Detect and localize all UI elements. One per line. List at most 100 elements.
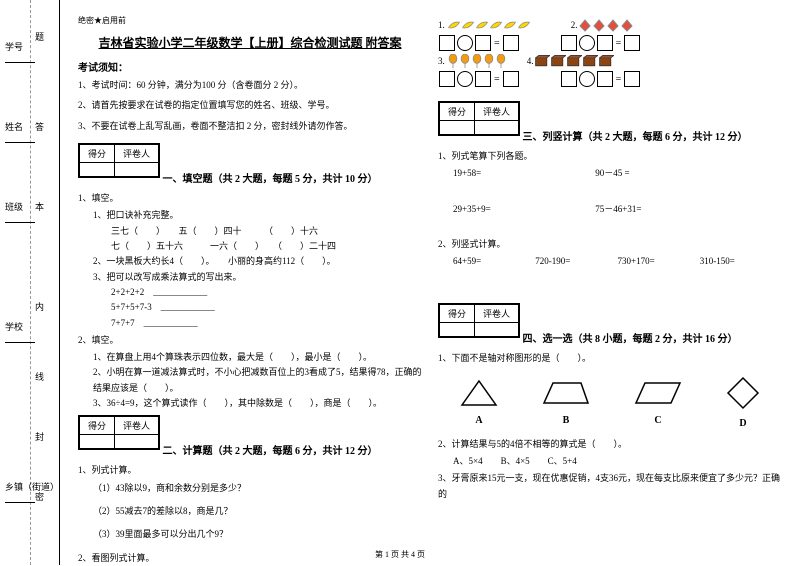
- strawberry-icon: [606, 18, 620, 32]
- s1-q1-1-items: 三七（ ） 五（ ）四十 （ ）十六 七（ ）五十六 一六（ ） （ ）二十四: [78, 224, 422, 255]
- diamond-icon: [725, 375, 761, 411]
- answer-box[interactable]: [439, 35, 455, 51]
- answer-box[interactable]: [561, 71, 577, 87]
- fruit-problems: 1. 2. = =: [438, 18, 782, 87]
- margin-student-id: 学号: [5, 40, 35, 65]
- strawberry-icon: [578, 18, 592, 32]
- notice-2: 2、请首先按要求在试卷的指定位置填写您的姓名、班级、学号。: [78, 98, 422, 112]
- answer-box[interactable]: [439, 71, 455, 87]
- box-icon: [534, 54, 550, 68]
- s3-q1-row2: 29+35+9= 75－46+31=: [438, 202, 782, 217]
- strawberry-icon: [620, 18, 634, 32]
- page-footer: 第 1 页 共 4 页: [375, 549, 425, 560]
- eq-row-2: = =: [438, 71, 782, 87]
- triangle-icon: [459, 378, 499, 408]
- answer-box[interactable]: [475, 71, 491, 87]
- banana-icon: [475, 19, 489, 31]
- op-circle[interactable]: [457, 35, 473, 51]
- s4-q1: 1、下面不是轴对称图形的是（ ）。: [438, 351, 782, 366]
- s3-q2-row: 64+59= 720-190= 730+170= 310-150=: [438, 254, 782, 269]
- balloon-icon: [447, 54, 459, 68]
- banana-icon: [489, 19, 503, 31]
- eq-row-1: = =: [438, 35, 782, 51]
- exam-page: 学号 姓名 班级 学校 乡镇（街道） 题 答 本 内 线 封 密 绝密★启用前 …: [0, 0, 800, 565]
- box-icon: [598, 54, 614, 68]
- binding-margin: 学号 姓名 班级 学校 乡镇（街道） 题 答 本 内 线 封 密: [0, 0, 60, 565]
- answer-box[interactable]: [561, 35, 577, 51]
- s3-q2: 2、列竖式计算。: [438, 237, 782, 252]
- exam-title: 吉林省实验小学二年级数学【上册】综合检测试题 附答案: [78, 34, 422, 51]
- s1-q1-3: 3、把可以改写成乘法算式的写出来。: [78, 270, 422, 285]
- margin-name: 姓名: [5, 120, 35, 145]
- box-icon: [566, 54, 582, 68]
- score-box-2: 得分评卷人: [78, 415, 160, 450]
- notice-3: 3、不要在试卷上乱写乱画，卷面不整洁扣 2 分，密封线外请勿作答。: [78, 119, 422, 133]
- s2-q1: 1、列式计算。: [78, 463, 422, 478]
- side-note-2: 本: [35, 200, 44, 213]
- s4-q2-opts: A、5×4 B、4×5 C、5+4: [438, 454, 782, 469]
- op-circle[interactable]: [579, 35, 595, 51]
- box-icon: [582, 54, 598, 68]
- s3-q1: 1、列式笔算下列各题。: [438, 149, 782, 164]
- score-box-4: 得分评卷人: [438, 303, 520, 338]
- s1-q2-2: 2、小明在算一道减法算式时，不小心把减数百位上的3看成了5，结果得78，正确的结…: [78, 365, 422, 396]
- s1-q2: 2、填空。: [78, 333, 422, 348]
- box-icon: [550, 54, 566, 68]
- strawberry-icon: [592, 18, 606, 32]
- side-note-4: 线: [35, 370, 44, 383]
- trapezoid-icon: [541, 378, 591, 408]
- banana-icon: [447, 19, 461, 31]
- s1-q1-1: 1、把口诀补充完整。: [78, 208, 422, 223]
- notice-1: 1、考试时间：60 分钟，满分为100 分（含卷面分 2 分）。: [78, 78, 422, 92]
- s4-q3: 3、牙膏原来15元一支，现在优惠促销，4支36元，现在每支比原来便宜了多少元？正…: [438, 471, 782, 502]
- side-note-0: 题: [35, 30, 44, 43]
- op-circle[interactable]: [457, 71, 473, 87]
- shape-b: B: [541, 378, 591, 426]
- margin-district: 乡镇（街道）: [5, 480, 59, 505]
- answer-box[interactable]: [503, 71, 519, 87]
- s1-q1-3-items: 2+2+2+2 ____________ 5+7+5+7-3 _________…: [78, 285, 422, 331]
- balloon-icon: [483, 54, 495, 68]
- s2-q1-2: （2）55减去7的差除以8，商是几？: [78, 504, 422, 519]
- side-note-6: 密: [35, 490, 44, 503]
- s1-q2-3: 3、36÷4=9，这个算式读作（ ），其中除数是（ ），商是（ ）。: [78, 396, 422, 411]
- answer-box[interactable]: [475, 35, 491, 51]
- right-column: 1. 2. = =: [430, 15, 790, 560]
- answer-box[interactable]: [597, 71, 613, 87]
- answer-box[interactable]: [624, 71, 640, 87]
- balloon-icon: [471, 54, 483, 68]
- side-note-3: 内: [35, 300, 44, 313]
- shape-d: D: [725, 375, 761, 429]
- secret-label: 绝密★启用前: [78, 15, 422, 26]
- left-column: 绝密★启用前 吉林省实验小学二年级数学【上册】综合检测试题 附答案 考试须知： …: [70, 15, 430, 560]
- fruit-row-2: 3. 4.: [438, 54, 782, 68]
- balloon-icon: [495, 54, 507, 68]
- margin-class: 班级: [5, 200, 35, 225]
- s2-q1-3: （3）39里面最多可以分出几个9？: [78, 527, 422, 542]
- banana-icon: [517, 19, 531, 31]
- margin-school: 学校: [5, 320, 35, 345]
- answer-box[interactable]: [503, 35, 519, 51]
- side-note-5: 封: [35, 430, 44, 443]
- s4-q2: 2、计算结果与5的4倍不相等的算式是（ ）。: [438, 437, 782, 452]
- fruit-row-1: 1. 2.: [438, 18, 782, 32]
- section-3-title: 三、列竖计算（共 2 大题，每题 6 分，共计 12 分）: [523, 128, 748, 143]
- shapes-row: A B C D: [438, 375, 782, 429]
- shape-a: A: [459, 378, 499, 426]
- s2-q1-1: （1）43除以9，商和余数分别是多少？: [78, 481, 422, 496]
- op-circle[interactable]: [579, 71, 595, 87]
- score-box-3: 得分评卷人: [438, 101, 520, 136]
- parallelogram-icon: [633, 378, 683, 408]
- section-1-title: 一、填空题（共 2 大题，每题 5 分，共计 10 分）: [163, 170, 378, 185]
- section-4-title: 四、选一选（共 8 小题，每题 2 分，共计 16 分）: [523, 330, 738, 345]
- shape-c: C: [633, 378, 683, 426]
- s3-q1-row1: 19+58= 90－45 =: [438, 166, 782, 181]
- score-box-1: 得分评卷人: [78, 143, 160, 178]
- banana-icon: [503, 19, 517, 31]
- s1-q1: 1、填空。: [78, 191, 422, 206]
- section-2-title: 二、计算题（共 2 大题，每题 6 分，共计 12 分）: [163, 442, 378, 457]
- answer-box[interactable]: [597, 35, 613, 51]
- answer-box[interactable]: [624, 35, 640, 51]
- side-note-1: 答: [35, 120, 44, 133]
- s1-q1-2: 2、一块黑板大约长4（ ）。 小丽的身高约112（ ）。: [78, 254, 422, 269]
